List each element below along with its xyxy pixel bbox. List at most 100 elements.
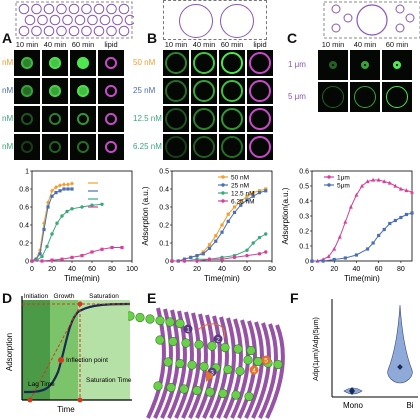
- time-label-b-2: 60 min: [220, 40, 244, 49]
- micrograph-a-1-0: [14, 78, 40, 104]
- data-point: [251, 241, 255, 245]
- data-point: [226, 219, 230, 223]
- micrograph-a-1-3: [98, 78, 124, 104]
- xtick-label: 20: [193, 266, 201, 273]
- micrograph-a-0-1: [42, 50, 68, 76]
- data-point: [62, 187, 66, 191]
- data-point: [232, 255, 237, 260]
- row-label-a-0: nM: [2, 58, 14, 67]
- step-marker-1: [213, 334, 223, 344]
- micrograph-b-1-0: [163, 78, 189, 104]
- data-point: [251, 194, 255, 198]
- bead: [166, 382, 176, 393]
- ytick-label: 0.5: [159, 169, 169, 176]
- step-label-4: 5: [264, 358, 268, 365]
- micrograph-c-0-0: [318, 50, 348, 80]
- bead: [187, 360, 197, 370]
- bead: [165, 317, 175, 327]
- data-point: [201, 250, 205, 254]
- series-line-2: [172, 233, 266, 262]
- xtick-label: 100: [126, 266, 138, 273]
- phase-saturation: Saturation: [89, 293, 119, 300]
- panel-d-svg: Initiation Growth Saturation Inflection …: [5, 293, 132, 414]
- row-label-b-2: 12.5 nM: [133, 114, 162, 123]
- time-label-a-0: 10 min: [15, 40, 39, 49]
- data-point: [376, 177, 381, 182]
- micrograph-b-1-2: [219, 78, 245, 104]
- micrograph-b-2-0: [163, 106, 189, 132]
- data-point: [332, 257, 336, 262]
- ytick-label: 0.1: [299, 244, 309, 251]
- bead: [233, 344, 243, 354]
- panel-e-svg: 1 2 3 4 5: [128, 307, 285, 419]
- bead: [145, 314, 155, 324]
- data-point: [66, 187, 70, 191]
- step-marker-3: [249, 365, 259, 375]
- micrograph-a-2-1: [42, 106, 68, 132]
- data-point: [245, 198, 249, 202]
- micrograph-b-1-3: [247, 78, 273, 104]
- micrograph-b-0-2: [219, 50, 245, 76]
- data-point: [182, 257, 187, 261]
- data-point: [232, 205, 237, 209]
- bead: [175, 358, 185, 369]
- d-xlabel: Time: [57, 405, 75, 414]
- panel-f-svg: Mono Bi Adp(1μm)/Adp(5μm): [313, 299, 418, 410]
- data-point: [388, 221, 392, 226]
- data-point: [257, 189, 262, 193]
- xtick-label: 40: [218, 266, 226, 273]
- data-point: [55, 221, 59, 225]
- data-point: [348, 204, 353, 209]
- data-point: [189, 255, 193, 259]
- time-label-a-3: lipid: [104, 40, 118, 49]
- step-marker-4: [261, 355, 271, 365]
- data-point: [100, 202, 104, 206]
- data-point: [40, 259, 44, 263]
- bead: [273, 359, 283, 370]
- data-point: [239, 203, 243, 207]
- step-label-0: 1: [186, 327, 190, 334]
- saturation-time-label: Saturation Time: [86, 377, 132, 384]
- time-label-b-1: 40 min: [192, 40, 216, 49]
- data-point: [310, 259, 314, 263]
- bead: [218, 388, 228, 399]
- ytick-label: 0.4: [19, 223, 29, 230]
- time-label-c-1: 40 min: [353, 40, 377, 49]
- time-label-c-2: 60 min: [385, 40, 409, 49]
- micrograph-c-1-0: [318, 82, 348, 112]
- bead: [163, 357, 173, 367]
- bead: [179, 384, 189, 394]
- xtick-label: 60: [243, 266, 251, 273]
- xtick-label: 60: [375, 266, 383, 273]
- ytick-label: 0.4: [159, 187, 169, 194]
- data-point: [90, 250, 94, 254]
- violin-bi: [387, 304, 413, 384]
- row-label-c-0: 1 μm: [288, 60, 306, 69]
- micrograph-b-0-1: [191, 50, 217, 76]
- bead: [231, 390, 241, 400]
- sigmoid-curve: [23, 302, 131, 394]
- data-point: [321, 259, 325, 263]
- data-point: [207, 243, 212, 247]
- data-point: [365, 179, 370, 184]
- bead: [207, 341, 217, 351]
- micrograph-b-3-1: [191, 134, 217, 160]
- data-point: [264, 189, 268, 193]
- bead: [128, 311, 135, 321]
- xtick-label: 0: [310, 266, 314, 273]
- x-axis-label: Time(min): [204, 274, 240, 283]
- data-point: [410, 211, 414, 215]
- data-point: [60, 214, 64, 218]
- data-point: [332, 246, 337, 251]
- row-label-a-3: nM: [2, 142, 14, 151]
- data-point: [264, 250, 268, 254]
- row-label-b-3: 6.25 nM: [133, 142, 162, 151]
- ytick-label: 0.1: [159, 241, 169, 248]
- row-label-b-1: 25 nM: [133, 86, 156, 95]
- micrograph-c-1-2: [382, 82, 412, 112]
- micrograph-a-3-2: [70, 134, 96, 160]
- ytick-label: 0.2: [19, 241, 29, 248]
- micrograph-b-2-2: [219, 106, 245, 132]
- data-point: [182, 259, 187, 263]
- ytick-label: 0.5: [299, 184, 309, 191]
